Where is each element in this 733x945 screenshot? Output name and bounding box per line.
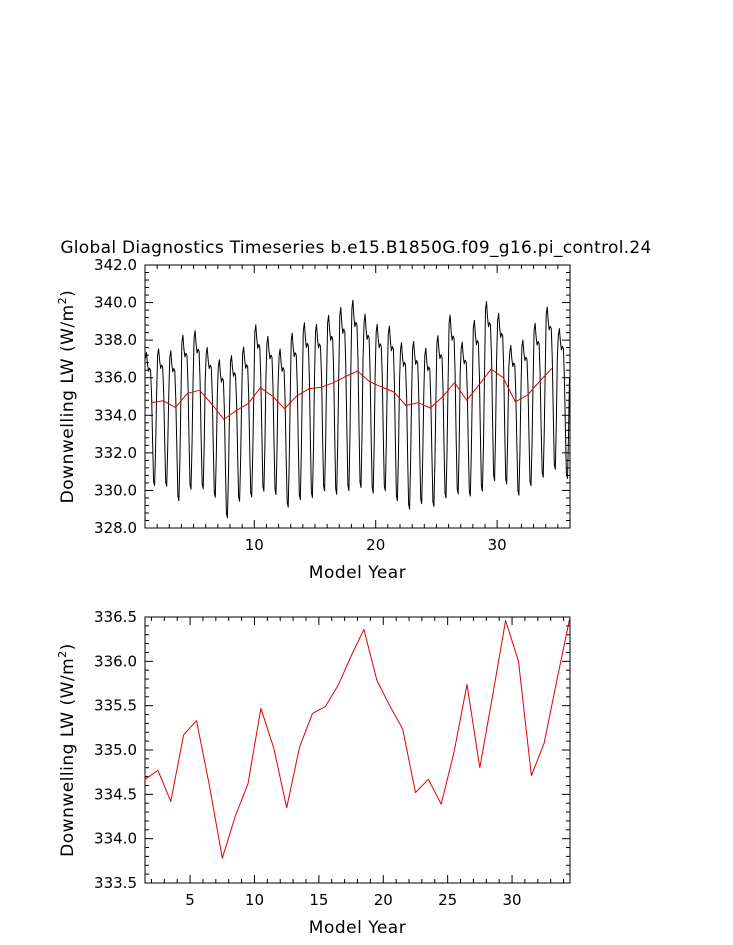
- chart-title: Global Diagnostics Timeseries b.e15.B185…: [60, 238, 651, 258]
- y-tick-label: 342.0: [94, 256, 137, 274]
- x-tick-label: 20: [374, 891, 393, 909]
- y-tick-label: 328.0: [94, 519, 137, 537]
- y-tick-label: 335.0: [94, 741, 137, 759]
- y-tick-label: 334.5: [94, 785, 137, 803]
- y-axis-title: Downwelling LW (W/m2): [56, 643, 78, 857]
- x-tick-label: 15: [309, 891, 328, 909]
- annual-mean-series-line: [151, 367, 553, 420]
- y-tick-label: 335.5: [94, 697, 137, 715]
- y-tick-label: 334.0: [94, 406, 137, 424]
- y-tick-label: 340.0: [94, 294, 137, 312]
- y-tick-label: 333.5: [94, 874, 137, 892]
- plot-frame: [144, 616, 571, 884]
- y-tick-label: 338.0: [94, 331, 137, 349]
- x-tick-label: 30: [488, 536, 507, 554]
- x-tick-label: 10: [245, 536, 264, 554]
- annual-mean-panel-bottom: 333.5 334.0 334.5 335.0 335.5 336.0 336.5 5 10 15…: [56, 608, 571, 938]
- timeseries-panel-top: 328.0 330.0 332.0 334.0 336.0 338.0 340.0 342.0…: [56, 256, 571, 583]
- x-axis-title: Model Year: [309, 918, 406, 938]
- x-tick-label: 20: [366, 536, 385, 554]
- x-tick-label: 5: [185, 891, 195, 909]
- x-tick-label: 25: [438, 891, 457, 909]
- monthly-series-line: [145, 299, 570, 519]
- plot-frame: [144, 264, 571, 529]
- y-tick-label: 332.0: [94, 444, 137, 462]
- y-tick-label: 334.0: [94, 830, 137, 848]
- y-tick-label: 336.5: [94, 608, 137, 626]
- annual-mean-series-line: [144, 616, 571, 859]
- x-axis-title: Model Year: [309, 563, 406, 583]
- x-tick-label: 30: [502, 891, 521, 909]
- y-tick-label: 330.0: [94, 481, 137, 499]
- y-axis-title: Downwelling LW (W/m2): [56, 290, 78, 504]
- y-tick-label: 336.0: [94, 652, 137, 670]
- y-tick-label: 336.0: [94, 369, 137, 387]
- x-tick-label: 10: [245, 891, 264, 909]
